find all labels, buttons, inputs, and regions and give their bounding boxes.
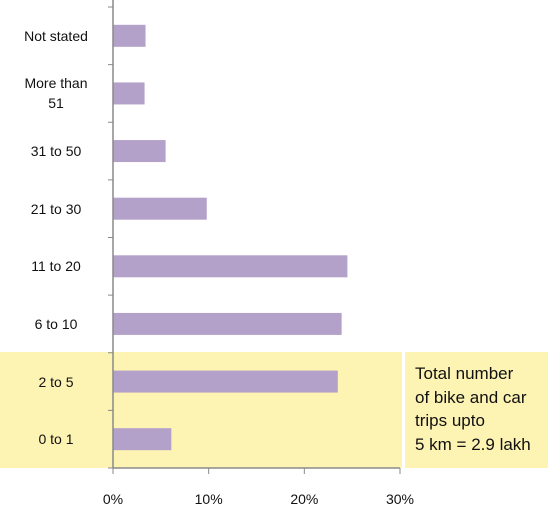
x-tick-label: 20%	[290, 491, 319, 507]
bar-31-to-50	[113, 140, 166, 163]
category-label-line: 21 to 30	[30, 200, 82, 217]
category-label: 2 to 5	[8, 372, 104, 392]
x-tick-label: 0%	[102, 491, 124, 507]
category-label: Not stated	[8, 26, 104, 46]
annotation-line: trips upto	[415, 411, 485, 430]
bar-more-than-51	[113, 82, 145, 105]
category-label-line: 0 to 1	[38, 431, 74, 448]
category-label: 31 to 50	[8, 141, 104, 161]
annotation-line: Total number	[415, 364, 514, 383]
category-label-line: 2 to 5	[38, 373, 74, 390]
bar-0-to-1	[113, 428, 172, 451]
category-label: More than 51	[8, 73, 104, 113]
category-label-line: 11 to 20	[31, 258, 81, 275]
category-label-line: More than	[24, 75, 88, 92]
annotation-line: of bike and car	[415, 387, 527, 407]
category-label-line: Not stated	[24, 27, 88, 44]
x-tick-label: 30%	[385, 491, 415, 507]
annotation-line: 5 km = 2.9 lakh	[415, 434, 531, 454]
bar-11-to-20	[113, 255, 348, 278]
annotation-box: Total number of bike and car trips upto …	[405, 352, 548, 468]
x-tick-label: 10%	[194, 491, 223, 507]
bar-21-to-30	[113, 197, 207, 220]
category-label-line: 51	[48, 95, 64, 112]
category-label-line: 31 to 50	[30, 143, 82, 160]
category-label-line: 6 to 10	[34, 315, 78, 332]
category-label: 0 to 1	[8, 429, 104, 449]
bar-not-stated	[113, 24, 146, 47]
bar-2-to-5	[113, 370, 338, 393]
bar-6-to-10	[113, 312, 342, 335]
category-label: 21 to 30	[8, 199, 104, 219]
category-label: 11 to 20	[8, 256, 104, 276]
category-label: 6 to 10	[8, 314, 104, 334]
